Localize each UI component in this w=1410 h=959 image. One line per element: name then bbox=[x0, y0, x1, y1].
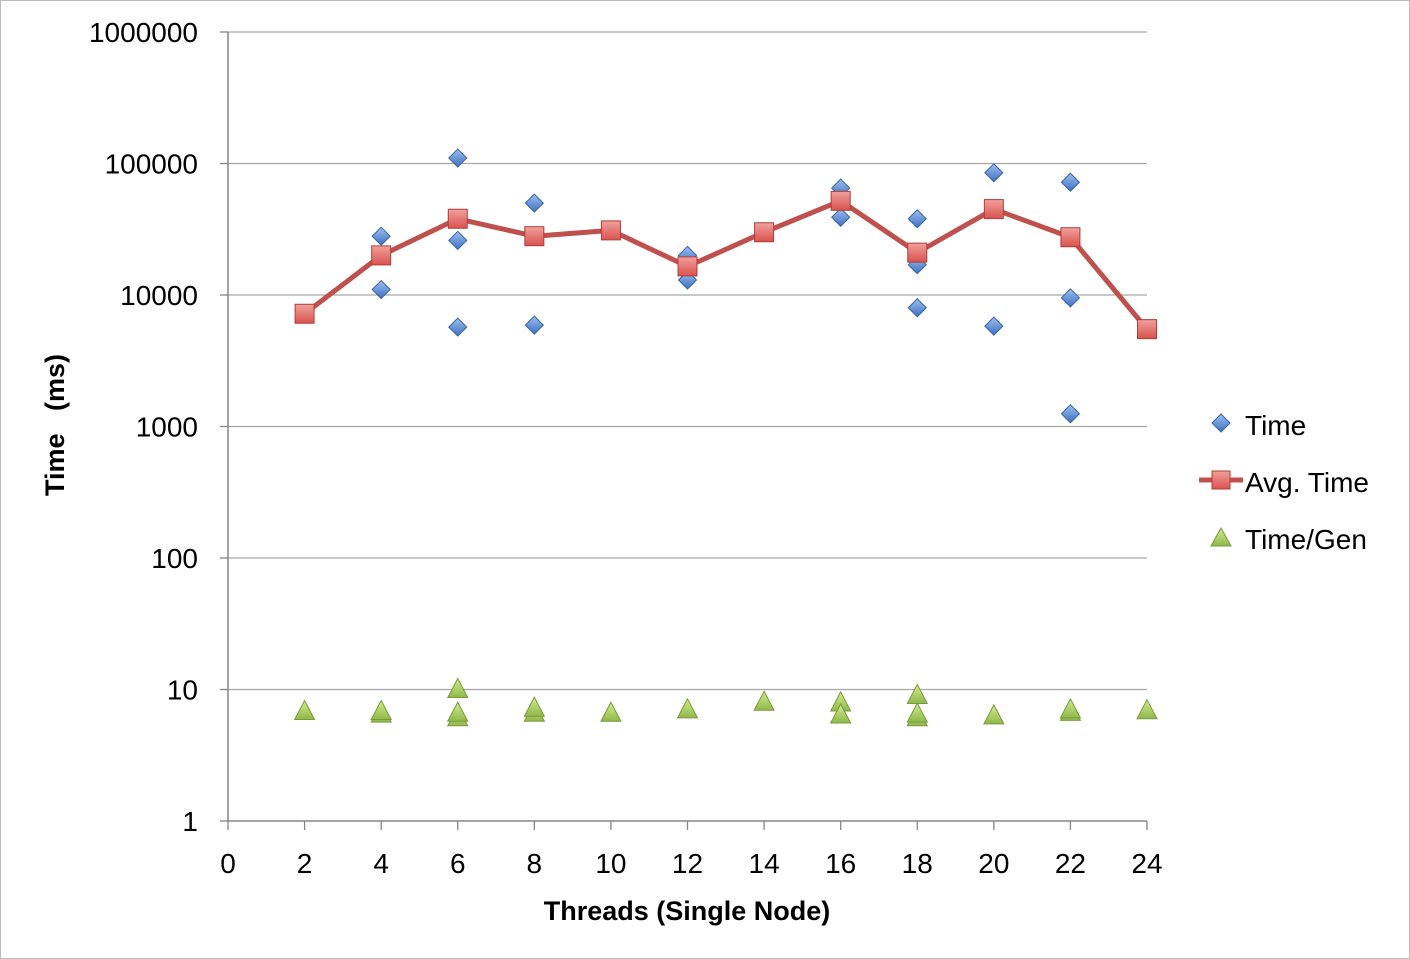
x-tick-label: 18 bbox=[902, 848, 933, 879]
x-axis-title: Threads (Single Node) bbox=[544, 896, 831, 926]
point-time bbox=[677, 270, 698, 290]
point-time-gen bbox=[600, 701, 622, 722]
point-time bbox=[524, 193, 545, 213]
legend-marker-avg-time bbox=[1211, 470, 1231, 490]
legend-item-time-gen: Time/Gen bbox=[1210, 524, 1367, 555]
point-time bbox=[830, 207, 851, 227]
point-time bbox=[448, 230, 468, 251]
point-avg-time bbox=[907, 242, 928, 263]
point-time bbox=[1060, 404, 1081, 424]
point-time bbox=[448, 148, 468, 168]
point-time-gen bbox=[1136, 698, 1158, 720]
legend-marker-time bbox=[1211, 413, 1231, 433]
point-avg-time bbox=[294, 303, 315, 324]
point-time-gen bbox=[906, 702, 929, 723]
legend-label-avg-time: Avg. Time bbox=[1245, 467, 1369, 498]
point-time-gen bbox=[523, 696, 546, 717]
point-time-gen bbox=[446, 677, 469, 698]
x-tick-label: 10 bbox=[595, 848, 626, 879]
point-time bbox=[1060, 172, 1081, 192]
x-axis-tick-labels: 0 2 4 6 8 10 12 14 16 18 20 22 24 bbox=[220, 848, 1162, 879]
x-tick-label: 8 bbox=[527, 848, 543, 879]
point-time-gen bbox=[446, 701, 469, 722]
x-tick-label: 0 bbox=[220, 848, 236, 879]
point-avg-time bbox=[447, 208, 468, 229]
point-time bbox=[371, 226, 391, 246]
point-avg-time bbox=[371, 245, 392, 266]
y-tick-label: 1000 bbox=[136, 412, 198, 443]
y-tick-label: 1 bbox=[182, 806, 198, 837]
point-time-gen bbox=[983, 703, 1005, 725]
point-avg-time bbox=[677, 256, 698, 277]
point-time-gen bbox=[370, 699, 392, 721]
point-time bbox=[984, 163, 1004, 183]
x-tick-label: 20 bbox=[978, 848, 1009, 879]
point-time-gen bbox=[1059, 697, 1082, 719]
point-time bbox=[524, 315, 545, 335]
legend-label-time: Time bbox=[1245, 410, 1306, 441]
y-tick-label: 1000000 bbox=[89, 17, 198, 48]
axes bbox=[220, 31, 1148, 830]
point-avg-time bbox=[983, 199, 1004, 220]
legend-item-time: Time bbox=[1211, 410, 1306, 441]
legend-label-time-gen: Time/Gen bbox=[1245, 524, 1367, 555]
point-time-gen bbox=[293, 699, 316, 721]
y-tick-label: 10000 bbox=[120, 280, 198, 311]
x-tick-label: 24 bbox=[1131, 848, 1162, 879]
x-tick-label: 6 bbox=[450, 848, 466, 879]
point-time bbox=[1060, 288, 1081, 308]
point-time-gen bbox=[676, 697, 699, 719]
x-tick-label: 4 bbox=[373, 848, 389, 879]
series-line-avg-time bbox=[303, 198, 1149, 331]
point-avg-time bbox=[830, 190, 851, 211]
legend-marker-time-gen bbox=[1210, 526, 1232, 547]
point-time bbox=[984, 316, 1004, 336]
point-avg-time bbox=[524, 226, 545, 247]
point-time bbox=[907, 209, 927, 229]
y-axis-title: Time (ms) bbox=[40, 354, 70, 496]
x-tick-label: 2 bbox=[297, 848, 313, 879]
legend-item-avg-time: Avg. Time bbox=[1199, 467, 1369, 498]
point-time-gen bbox=[906, 683, 929, 705]
point-avg-time bbox=[1060, 227, 1081, 248]
series-layer bbox=[293, 148, 1158, 727]
gridlines bbox=[228, 31, 1147, 691]
x-tick-label: 12 bbox=[672, 848, 703, 879]
y-tick-label: 100000 bbox=[105, 149, 198, 180]
x-tick-label: 16 bbox=[825, 848, 856, 879]
point-avg-time bbox=[600, 220, 621, 241]
x-tick-label: 22 bbox=[1055, 848, 1086, 879]
point-avg-time bbox=[1137, 319, 1157, 340]
point-time bbox=[448, 317, 468, 337]
legend: Time Avg. Time Time/Gen bbox=[1199, 410, 1369, 555]
y-axis-tick-labels: 1 10 100 1000 10000 100000 1000000 bbox=[89, 17, 198, 837]
point-time-gen bbox=[753, 690, 775, 711]
point-avg-time bbox=[754, 222, 775, 243]
point-time-gen bbox=[829, 702, 852, 724]
y-tick-label: 100 bbox=[151, 543, 198, 574]
x-tick-label: 14 bbox=[749, 848, 780, 879]
y-tick-label: 10 bbox=[167, 675, 198, 706]
point-time bbox=[371, 279, 391, 300]
point-time bbox=[907, 298, 927, 318]
